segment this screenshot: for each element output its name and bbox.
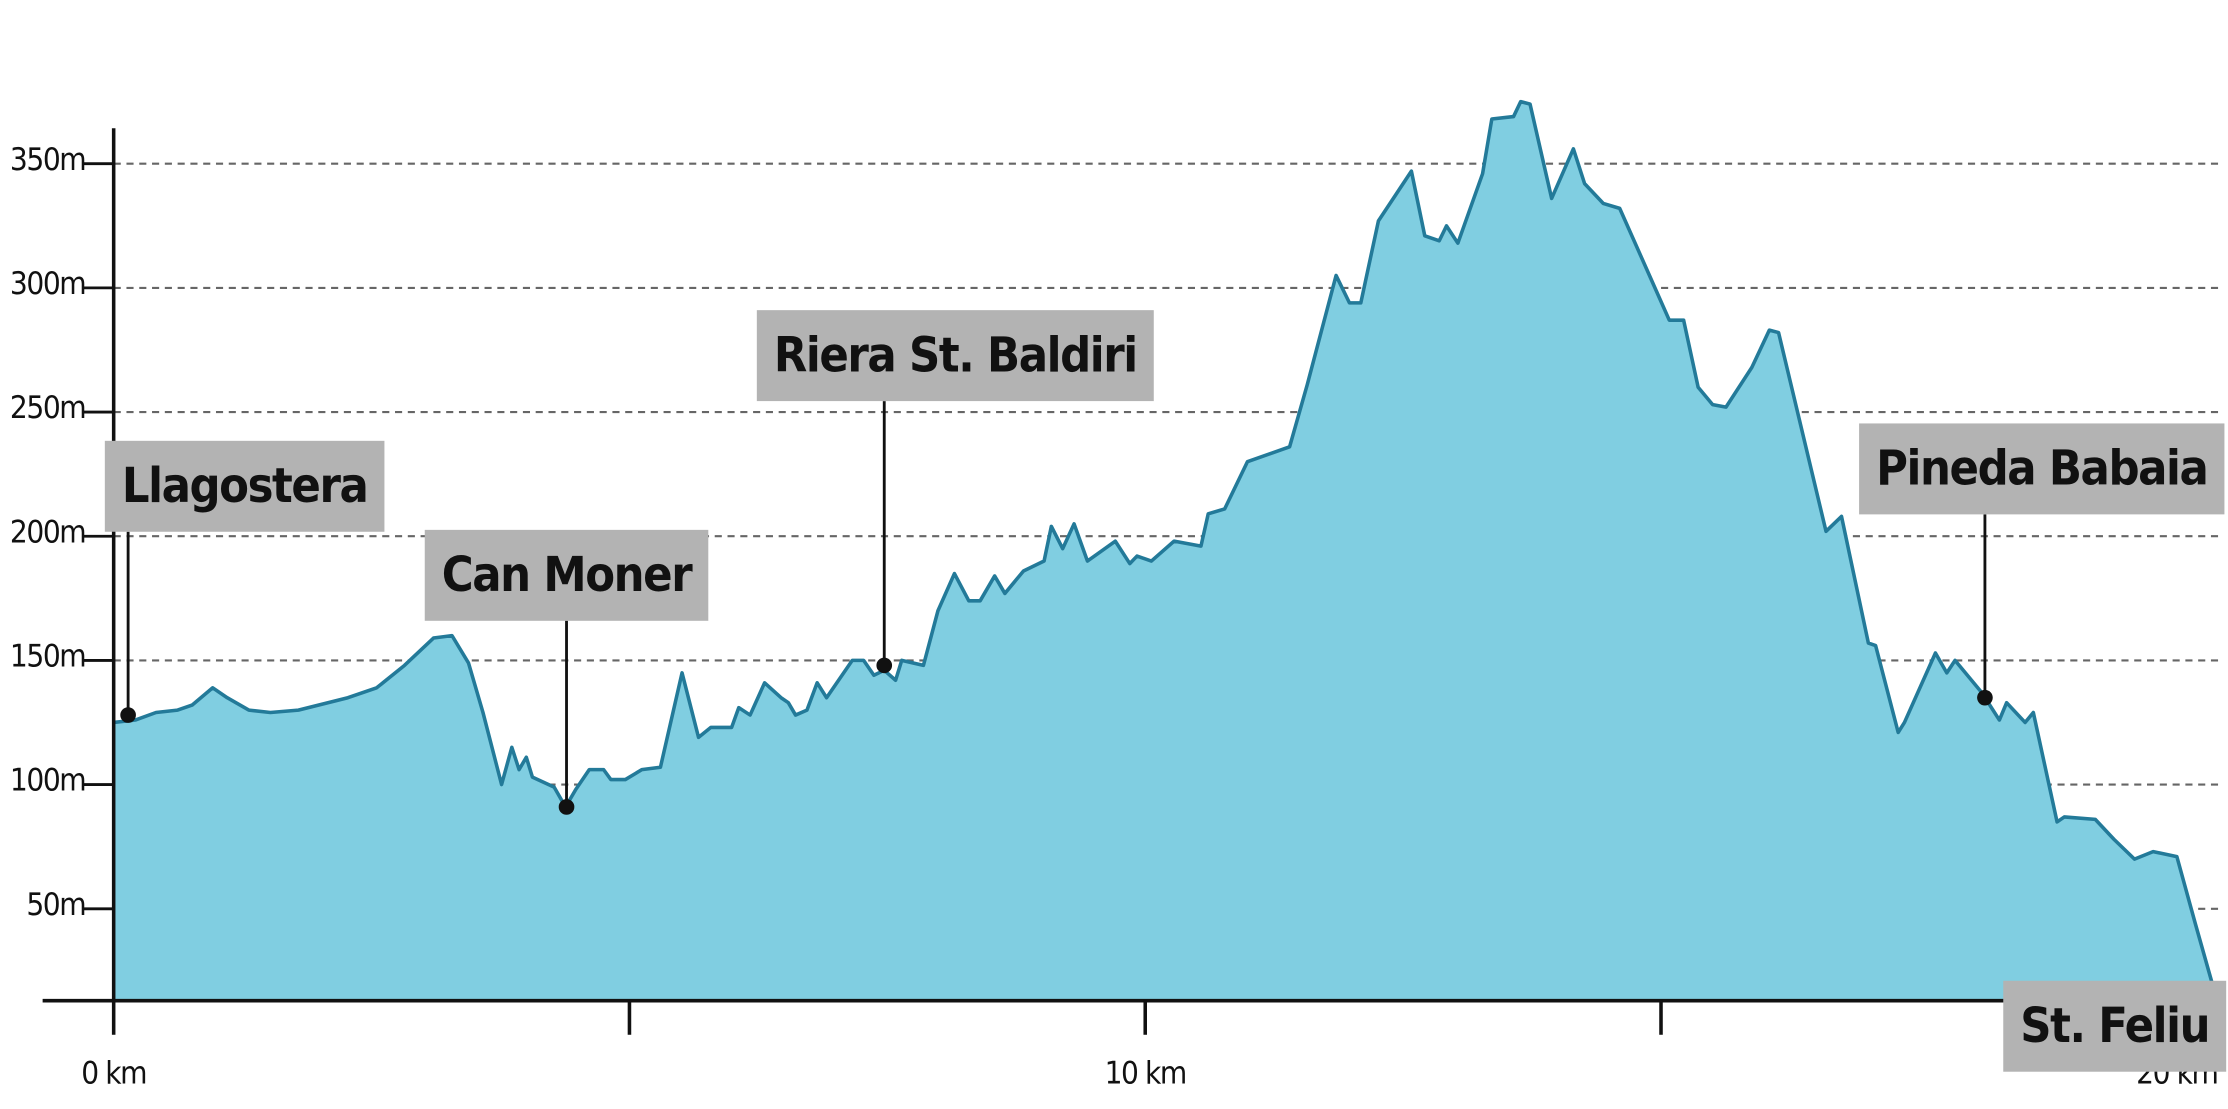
- annotation: St. Feliu: [2003, 980, 2227, 1072]
- label-box: [756, 310, 1154, 402]
- annotation-label: Llagostera: [122, 458, 368, 514]
- annotation: Llagostera: [104, 440, 385, 723]
- annotation: Riera St. Baldiri: [756, 310, 1154, 674]
- annotation-marker: [120, 707, 136, 723]
- annotation: Can Moner: [424, 529, 709, 815]
- y-tick-label: 350m: [10, 142, 85, 178]
- elevation-line: [113, 99, 2219, 1002]
- annotation-marker: [558, 799, 575, 815]
- annotation-marker: [876, 657, 893, 674]
- y-tick-label: 300m: [10, 266, 85, 302]
- y-tick-label: 200m: [10, 514, 85, 550]
- elevation-area: [113, 101, 2218, 1001]
- label-box: [424, 529, 709, 621]
- annotation-label: Riera St. Baldiri: [774, 327, 1137, 383]
- y-tick-label: 100m: [10, 763, 85, 799]
- y-tick-label: 150m: [10, 639, 85, 675]
- label-box: [104, 440, 385, 532]
- label-box: [2003, 980, 2227, 1072]
- annotation-label: Pineda Babaia: [1876, 441, 2207, 497]
- annotation-label: Can Moner: [442, 547, 693, 603]
- y-tick-label: 250m: [10, 390, 85, 426]
- annotation: Pineda Babaia: [1859, 423, 2225, 706]
- label-box: [1859, 423, 2225, 515]
- annotation-marker: [1977, 689, 1993, 706]
- annotation-label: St. Feliu: [2020, 998, 2209, 1054]
- y-tick-label: 50m: [26, 887, 85, 923]
- x-tick-label: 10 km: [1105, 1056, 1186, 1092]
- x-tick-label: 0 km: [81, 1056, 146, 1092]
